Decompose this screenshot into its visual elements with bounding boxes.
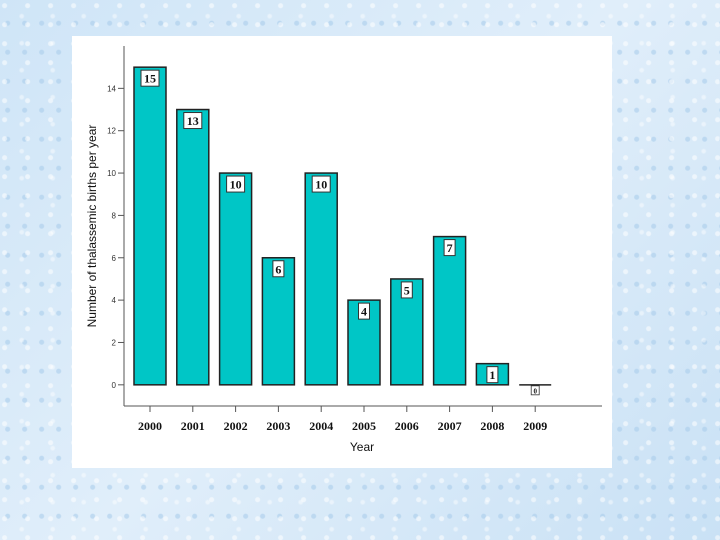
bar <box>133 66 167 386</box>
data-label-box <box>140 69 160 87</box>
y-tick-label: 2 <box>112 338 117 347</box>
bar <box>261 257 296 386</box>
x-axis-title: Year <box>350 440 374 454</box>
data-label-box <box>530 385 540 396</box>
x-axis-ticks: 2000 2001 2002 2003 2004 2005 2006 2007 2008 2009 <box>138 406 547 433</box>
x-tick-label: 2008 <box>480 419 504 433</box>
data-label: 4 <box>361 305 367 319</box>
data-label: 0 <box>533 387 537 395</box>
x-tick-label: 2007 <box>438 419 462 433</box>
x-tick-label: 2009 <box>523 419 547 433</box>
x-tick-label: 2002 <box>224 419 248 433</box>
chart-panel: 0 2 4 6 8 10 12 14 2000 2001 2002 2003 2004 2005 2006… <box>72 36 612 468</box>
data-label: 7 <box>447 241 453 255</box>
x-tick-label: 2000 <box>138 419 162 433</box>
chart-axes <box>123 46 602 407</box>
data-label-box <box>443 239 456 257</box>
y-tick-label: 10 <box>107 169 116 178</box>
data-label-box <box>486 366 499 384</box>
y-tick-label: 14 <box>107 84 116 93</box>
y-tick-label: 4 <box>112 296 117 305</box>
x-tick-label: 2003 <box>266 419 290 433</box>
bar <box>304 172 338 386</box>
y-tick-label: 8 <box>112 211 117 220</box>
data-label-box <box>183 112 203 130</box>
x-tick-label: 2004 <box>309 419 333 433</box>
bar <box>218 172 253 386</box>
data-label: 10 <box>230 178 242 192</box>
x-tick-label: 2006 <box>395 419 419 433</box>
data-label-box <box>226 175 246 193</box>
data-label: 5 <box>404 283 410 297</box>
bar <box>432 235 467 386</box>
data-label-box <box>311 175 331 193</box>
data-label: 15 <box>144 72 156 86</box>
y-axis-ticks: 0 2 4 6 8 10 12 14 <box>107 84 124 390</box>
y-tick-label: 6 <box>112 254 117 263</box>
bar <box>176 108 210 386</box>
data-label: 13 <box>187 114 199 128</box>
y-tick-label: 12 <box>107 127 116 136</box>
data-label: 1 <box>489 368 495 382</box>
data-label: 6 <box>275 262 281 276</box>
data-label: 10 <box>315 178 327 192</box>
y-axis-title: Number of thalassemic births per year <box>85 125 99 328</box>
data-label-box <box>272 260 285 278</box>
y-tick-label: 0 <box>112 381 117 390</box>
x-tick-label: 2005 <box>352 419 376 433</box>
data-label-box <box>358 302 370 320</box>
data-label-box <box>400 281 413 299</box>
x-tick-label: 2001 <box>181 419 205 433</box>
